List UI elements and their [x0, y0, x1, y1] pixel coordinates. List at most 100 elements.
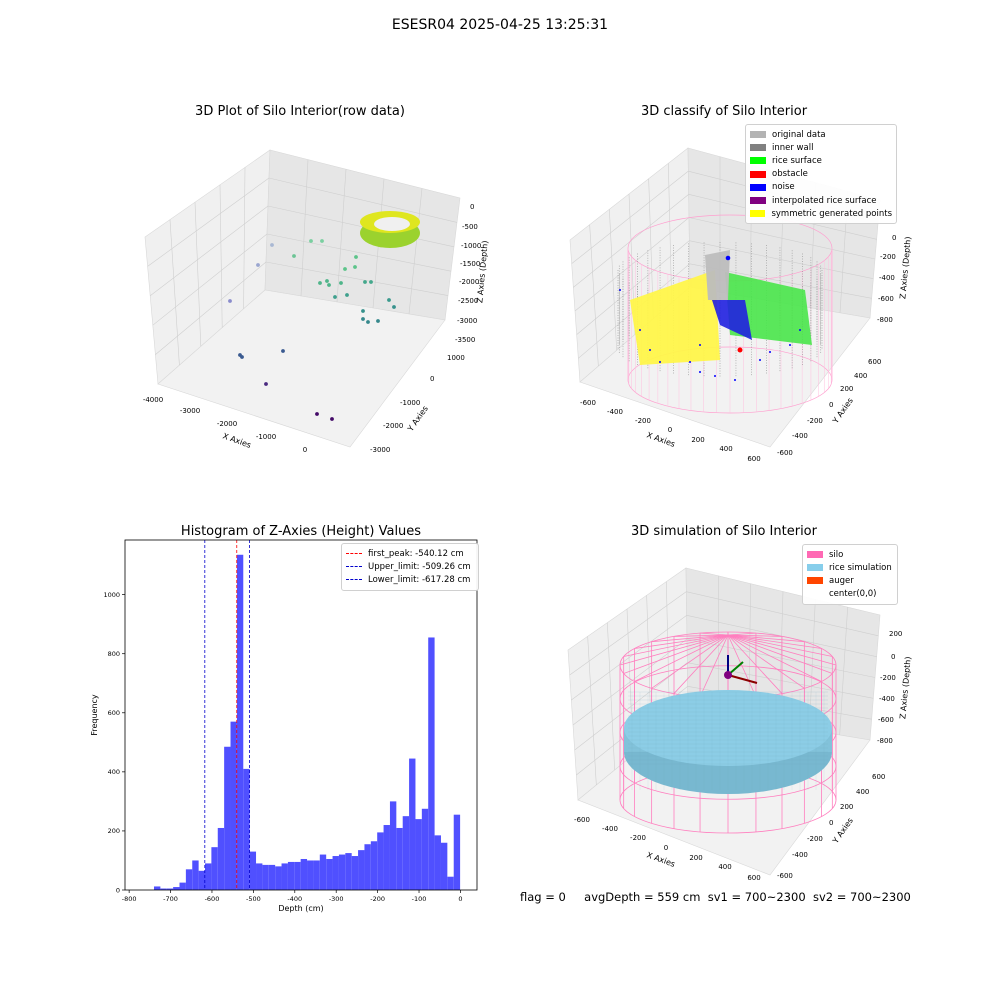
histogram-y-tick: 1000 — [103, 591, 120, 599]
raw-point — [327, 283, 331, 287]
raw-x-tick: -3000 — [180, 407, 200, 415]
histogram-bar — [294, 861, 301, 890]
classify-y-tick: 0 — [829, 401, 833, 409]
classify-z-tick: -400 — [879, 274, 895, 282]
flag-value: flag = 0 — [520, 890, 566, 904]
raw-plot-title: 3D Plot of Silo Interior(row data) — [195, 104, 405, 119]
raw-point — [325, 279, 329, 283]
classify-y-label: Y Axies — [830, 396, 855, 426]
histogram-x-tick: -200 — [370, 895, 385, 903]
raw-z-tick: -2500 — [458, 297, 478, 305]
raw-z-tick: -2000 — [459, 278, 479, 286]
simulation-y-tick: 400 — [856, 788, 869, 796]
legend-label: Lower_limit: -617.28 cm — [368, 574, 471, 585]
classify-z-tick: 0 — [892, 234, 896, 242]
silo-roof-line — [727, 634, 805, 689]
legend-item: noise — [750, 181, 892, 194]
noise-region — [712, 300, 752, 340]
legend-label: center(0,0) — [829, 589, 877, 600]
raw-point — [240, 355, 244, 359]
histogram-legend: first_peak: -540.12 cm Upper_limit: -509.… — [341, 543, 479, 591]
histogram-bar — [160, 888, 167, 890]
silo-roof-line — [727, 632, 756, 636]
legend-label: first_peak: -540.12 cm — [368, 548, 464, 559]
legend-label: obstacle — [772, 169, 808, 180]
simulation-y-tick: -200 — [807, 835, 823, 843]
silo-roof-line — [700, 632, 729, 636]
silo-roof-line — [727, 634, 822, 682]
raw-z-tick: -3500 — [455, 336, 475, 344]
histogram-bar — [338, 854, 346, 890]
legend-label: rice surface — [772, 155, 822, 166]
raw-point — [318, 281, 322, 285]
symmetric-region — [630, 270, 720, 365]
legend-swatch — [750, 131, 766, 139]
raw-y-tick: 0 — [430, 375, 434, 383]
classify-z-tick: -600 — [878, 295, 894, 303]
original-data-region — [705, 250, 730, 300]
simulation-z-label: Z Axies (Depth) — [898, 656, 912, 719]
legend-item: Lower_limit: -617.28 cm — [346, 573, 474, 586]
silo-roof-line — [634, 634, 729, 649]
raw-point — [339, 281, 343, 285]
histogram-bar — [409, 758, 416, 890]
legend-line — [346, 579, 362, 581]
raw-3d-plot: -4000 -3000 -2000 -1000 0 X Axies -3000 … — [143, 149, 490, 454]
silo-roof-line — [634, 634, 729, 682]
raw-point — [309, 239, 313, 243]
raw-x-tick: -2000 — [217, 420, 237, 428]
raw-z-tick: -1500 — [460, 260, 480, 268]
raw-point — [361, 309, 365, 313]
legend-line — [346, 553, 362, 555]
noise-point — [769, 351, 771, 353]
histogram-bar — [281, 863, 288, 890]
raw-point — [387, 298, 391, 302]
histogram-x-tick: -600 — [205, 895, 220, 903]
classify-y-tick: 600 — [868, 358, 881, 366]
simulation-z-tick: -400 — [879, 695, 895, 703]
raw-point — [228, 299, 232, 303]
silo-roof-line — [727, 634, 822, 649]
raw-z-tick: 0 — [470, 203, 474, 211]
histogram-bar — [364, 844, 371, 890]
silo-roof-line — [623, 634, 729, 674]
silo-roof-line — [727, 634, 833, 674]
raw-point — [353, 265, 357, 269]
noise-point — [619, 289, 621, 291]
histogram-bar — [211, 847, 218, 890]
simulation-x-tick: -200 — [630, 834, 646, 842]
sv1-value: sv1 = 700~2300 — [707, 890, 806, 904]
histogram-x-tick: -400 — [287, 895, 302, 903]
classify-y-tick: 200 — [840, 385, 853, 393]
raw-z-tick: -3000 — [457, 317, 477, 325]
histogram-y-label: Frequency — [90, 694, 99, 736]
histogram-bar — [262, 864, 269, 890]
classify-y-tick: -600 — [777, 449, 793, 457]
histogram-bar — [236, 554, 244, 890]
histogram-bar — [319, 854, 327, 890]
raw-point — [392, 305, 396, 309]
raw-y-tick: -2000 — [383, 422, 403, 430]
legend-item: rice surface — [750, 154, 892, 167]
histogram-bar — [205, 863, 212, 890]
histogram-bar — [351, 856, 359, 890]
classify-x-tick: 400 — [719, 445, 732, 453]
histogram-y-tick: 0 — [116, 886, 120, 894]
legend-label: symmetric generated points — [771, 208, 892, 219]
noise-point — [759, 359, 761, 361]
histogram-x-tick: -300 — [329, 895, 344, 903]
legend-swatch — [750, 197, 766, 205]
silo-roof-line — [651, 634, 729, 643]
raw-y-tick: 1000 — [447, 354, 465, 362]
legend-swatch — [750, 144, 766, 152]
raw-point — [366, 320, 370, 324]
raw-point — [343, 267, 347, 271]
silo-roof-line — [727, 634, 783, 694]
simulation-x-label: X Axies — [645, 850, 676, 869]
noise-point — [699, 371, 701, 373]
raw-y-tick: -1000 — [400, 399, 420, 407]
simulation-x-tick: -400 — [602, 825, 618, 833]
legend-swatch — [807, 551, 823, 559]
simulation-3d-plot: -600 -400 -200 0 200 400 600 X Axies -60… — [567, 567, 913, 882]
classify-y-tick: 400 — [854, 372, 867, 380]
